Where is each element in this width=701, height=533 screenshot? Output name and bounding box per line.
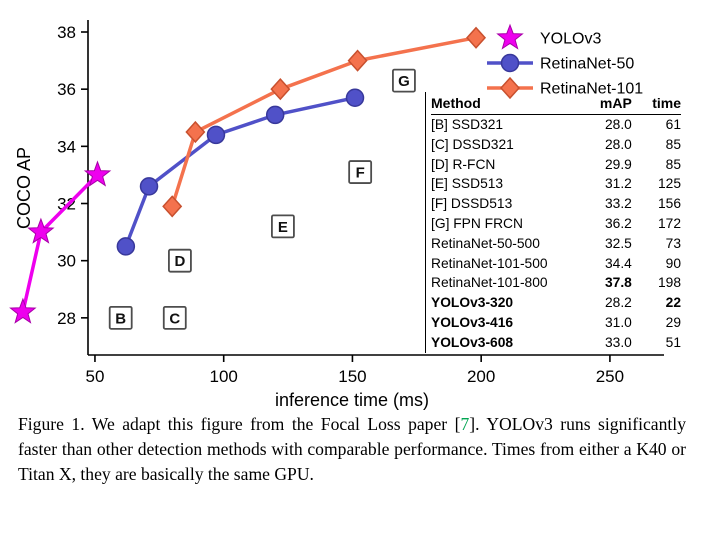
cell-map: 34.4 <box>604 255 632 271</box>
cell-time: 85 <box>665 156 681 172</box>
legend-label: YOLOv3 <box>540 31 601 48</box>
svg-text:E: E <box>278 219 288 236</box>
table-row: YOLOv3-608 33.0 51 <box>431 333 681 353</box>
table-row: [G] FPN FRCN 36.2 172 <box>431 214 681 234</box>
cell-time: 125 <box>657 176 681 192</box>
table-row: RetinaNet-101-500 34.4 90 <box>431 254 681 274</box>
svg-text:34: 34 <box>57 137 76 156</box>
table-row: [F] DSSD513 33.2 156 <box>431 194 681 214</box>
cell-map: 36.2 <box>604 215 632 231</box>
annotation-F: F <box>348 160 373 184</box>
cell-time: 22 <box>665 295 681 311</box>
caption-text-before: Figure 1. We adapt this figure from the … <box>18 414 461 434</box>
svg-text:50: 50 <box>85 367 104 386</box>
table-row: RetinaNet-50-500 32.5 73 <box>431 234 681 254</box>
svg-text:D: D <box>174 253 185 270</box>
svg-text:30: 30 <box>57 252 76 271</box>
cell-method: [C] DSSD321 <box>431 136 514 152</box>
annotation-B: B <box>108 305 133 330</box>
legend-item-RetinaNet-50: RetinaNet-50 <box>487 53 634 73</box>
cell-time: 61 <box>665 117 681 132</box>
cell-map: 28.0 <box>604 136 632 152</box>
x-axis-label: inference time (ms) <box>275 390 429 410</box>
cell-map: 37.8 <box>604 275 632 291</box>
col-method: Method <box>431 92 579 115</box>
cell-time: 156 <box>657 196 681 212</box>
table-row: RetinaNet-101-800 37.8 198 <box>431 273 681 293</box>
svg-text:28: 28 <box>57 309 76 328</box>
cell-time: 51 <box>665 334 681 350</box>
cell-map: 33.0 <box>604 334 632 350</box>
results-table: Method mAP time [B] SSD321 28.0 61 [C] DSSD… <box>425 92 692 353</box>
cell-method: [D] R-FCN <box>431 156 496 172</box>
cell-method: [G] FPN FRCN <box>431 215 523 231</box>
svg-text:F: F <box>356 165 365 182</box>
cell-map: 28.0 <box>604 117 632 132</box>
cell-map: 31.0 <box>604 314 632 330</box>
table-row: YOLOv3-416 31.0 29 <box>431 313 681 333</box>
y-axis-label: COCO AP <box>14 147 34 229</box>
caption-text-after: ]. YOLOv3 runs significantly faster than… <box>18 414 686 484</box>
cell-method: [F] DSSD513 <box>431 196 513 212</box>
citation-ref[interactable]: 7 <box>460 414 470 434</box>
cell-map: 33.2 <box>604 196 632 212</box>
svg-text:B: B <box>115 310 126 327</box>
table-header-row: Method mAP time <box>431 92 681 115</box>
table-row: [E] SSD513 31.2 125 <box>431 174 681 194</box>
annotation-C: C <box>162 305 187 330</box>
table-row: YOLOv3-320 28.2 22 <box>431 293 681 313</box>
figure-caption: Figure 1. We adapt this figure from the … <box>18 412 686 487</box>
svg-text:150: 150 <box>338 367 366 386</box>
results-table-grid: Method mAP time [B] SSD321 28.0 61 [C] DSSD… <box>431 92 681 353</box>
cell-time: 73 <box>665 235 681 251</box>
series-RetinaNet-101 <box>162 26 487 218</box>
table-row: [D] R-FCN 29.9 85 <box>431 155 681 175</box>
cell-method: YOLOv3-416 <box>431 314 514 330</box>
col-time: time <box>631 92 681 115</box>
cell-method: YOLOv3-320 <box>431 295 514 311</box>
series-RetinaNet-50 <box>116 88 365 256</box>
cell-method: [E] SSD513 <box>431 176 504 192</box>
svg-text:250: 250 <box>596 367 624 386</box>
svg-text:200: 200 <box>467 367 495 386</box>
cell-map: 29.9 <box>604 156 632 172</box>
cell-time: 29 <box>665 314 681 330</box>
cell-time: 85 <box>665 136 681 152</box>
annotation-G: G <box>392 68 416 93</box>
axes <box>81 20 664 362</box>
cell-time: 172 <box>657 215 681 231</box>
series-YOLOv3 <box>9 160 112 324</box>
cell-time: 198 <box>657 275 681 291</box>
svg-text:100: 100 <box>210 367 238 386</box>
cell-method: RetinaNet-101-800 <box>431 275 548 291</box>
cell-method: [B] SSD321 <box>431 117 504 132</box>
table-row: [C] DSSD321 28.0 85 <box>431 135 681 155</box>
cell-map: 32.5 <box>604 235 632 251</box>
cell-method: YOLOv3-608 <box>431 334 514 350</box>
cell-map: 28.2 <box>604 295 632 311</box>
svg-text:36: 36 <box>57 80 76 99</box>
legend-item-YOLOv3: YOLOv3 <box>496 23 601 50</box>
col-map: mAP <box>578 92 632 115</box>
legend-label: RetinaNet-50 <box>540 56 634 73</box>
svg-text:38: 38 <box>57 23 76 42</box>
annotation-D: D <box>168 248 192 273</box>
svg-text:G: G <box>398 73 410 90</box>
cell-method: RetinaNet-101-500 <box>431 255 548 271</box>
cell-method: RetinaNet-50-500 <box>431 235 540 251</box>
svg-text:C: C <box>169 310 180 327</box>
cell-map: 31.2 <box>604 176 632 192</box>
table-row: [B] SSD321 28.0 61 <box>431 115 681 135</box>
cell-time: 90 <box>665 255 681 271</box>
annotation-E: E <box>271 214 295 239</box>
